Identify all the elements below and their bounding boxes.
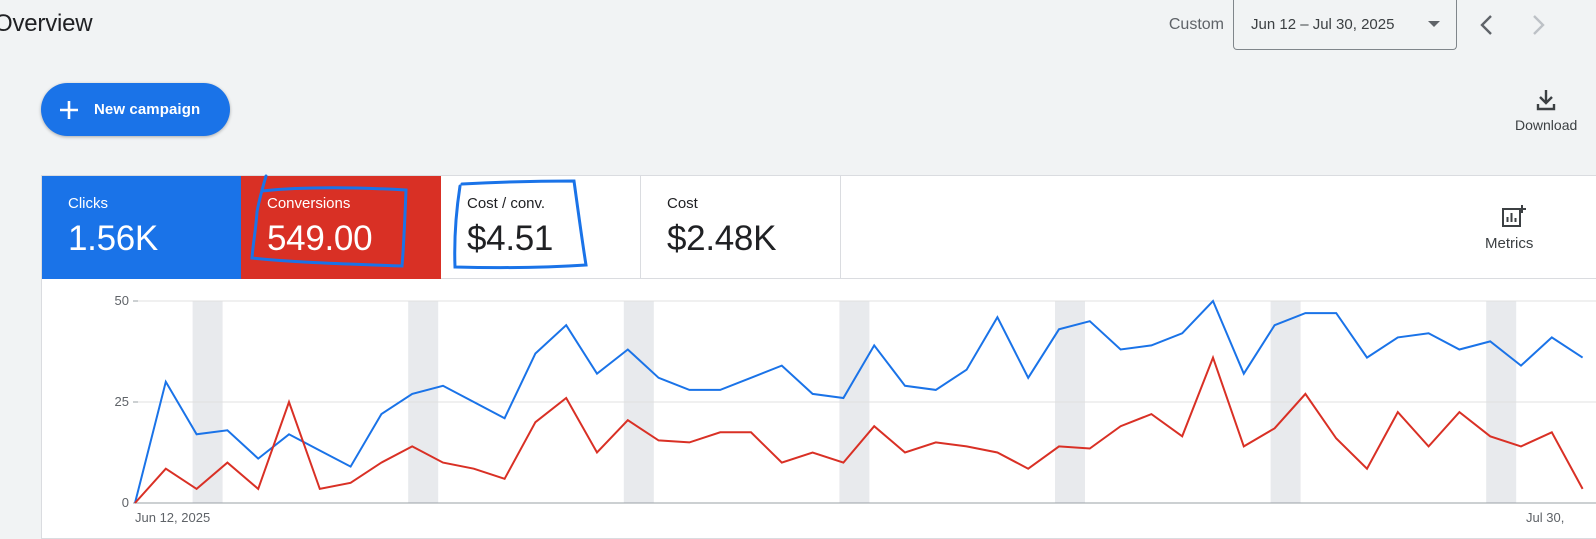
dropdown-caret-icon (1428, 21, 1440, 27)
add-chart-icon (1502, 205, 1526, 227)
new-campaign-label: New campaign (94, 101, 201, 118)
next-period-button[interactable] (1521, 8, 1555, 42)
x-axis-start-label: Jun 12, 2025 (135, 510, 210, 525)
date-range-type-label: Custom (1168, 16, 1224, 33)
metric-tile-clicks[interactable]: Clicks 1.56K (42, 176, 241, 279)
y-tick-label: 25 (115, 394, 129, 409)
metrics-button[interactable]: Metrics (1482, 202, 1552, 258)
previous-period-button[interactable] (1470, 8, 1504, 42)
plus-icon (60, 100, 78, 119)
chart-series (134, 299, 1584, 504)
metric-label: Cost (667, 195, 698, 212)
y-axis-tick-labels: 0 25 50 (115, 293, 129, 510)
metrics-label: Metrics (1485, 235, 1534, 252)
metric-tiles-spacer (841, 176, 1596, 279)
chevron-left-icon (1480, 15, 1492, 35)
download-button[interactable]: Download (1512, 86, 1596, 136)
date-range-picker[interactable]: Jun 12 – Jul 30, 2025 (1233, 0, 1457, 50)
series-line-clicks (134, 299, 1584, 504)
metric-value: 1.56K (68, 219, 158, 258)
metric-tile-cost[interactable]: Cost $2.48K (641, 176, 841, 279)
chart-gridlines (133, 300, 1596, 504)
y-tick-label: 50 (115, 293, 129, 308)
date-range-text: Jun 12 – Jul 30, 2025 (1251, 16, 1395, 33)
x-axis-labels: Jun 12, 2025 Jul 30, (135, 510, 1564, 525)
download-label: Download (1515, 117, 1578, 133)
chevron-right-icon (1533, 15, 1545, 35)
y-tick-label: 0 (122, 495, 129, 510)
metric-label: Clicks (68, 195, 108, 212)
new-campaign-button[interactable]: New campaign (41, 83, 230, 136)
download-icon (1536, 90, 1556, 111)
metric-value: $2.48K (667, 219, 777, 258)
page-title: Overview (0, 10, 93, 37)
x-axis-end-label: Jul 30, (1526, 510, 1564, 525)
series-line-conversions (134, 354, 1584, 504)
